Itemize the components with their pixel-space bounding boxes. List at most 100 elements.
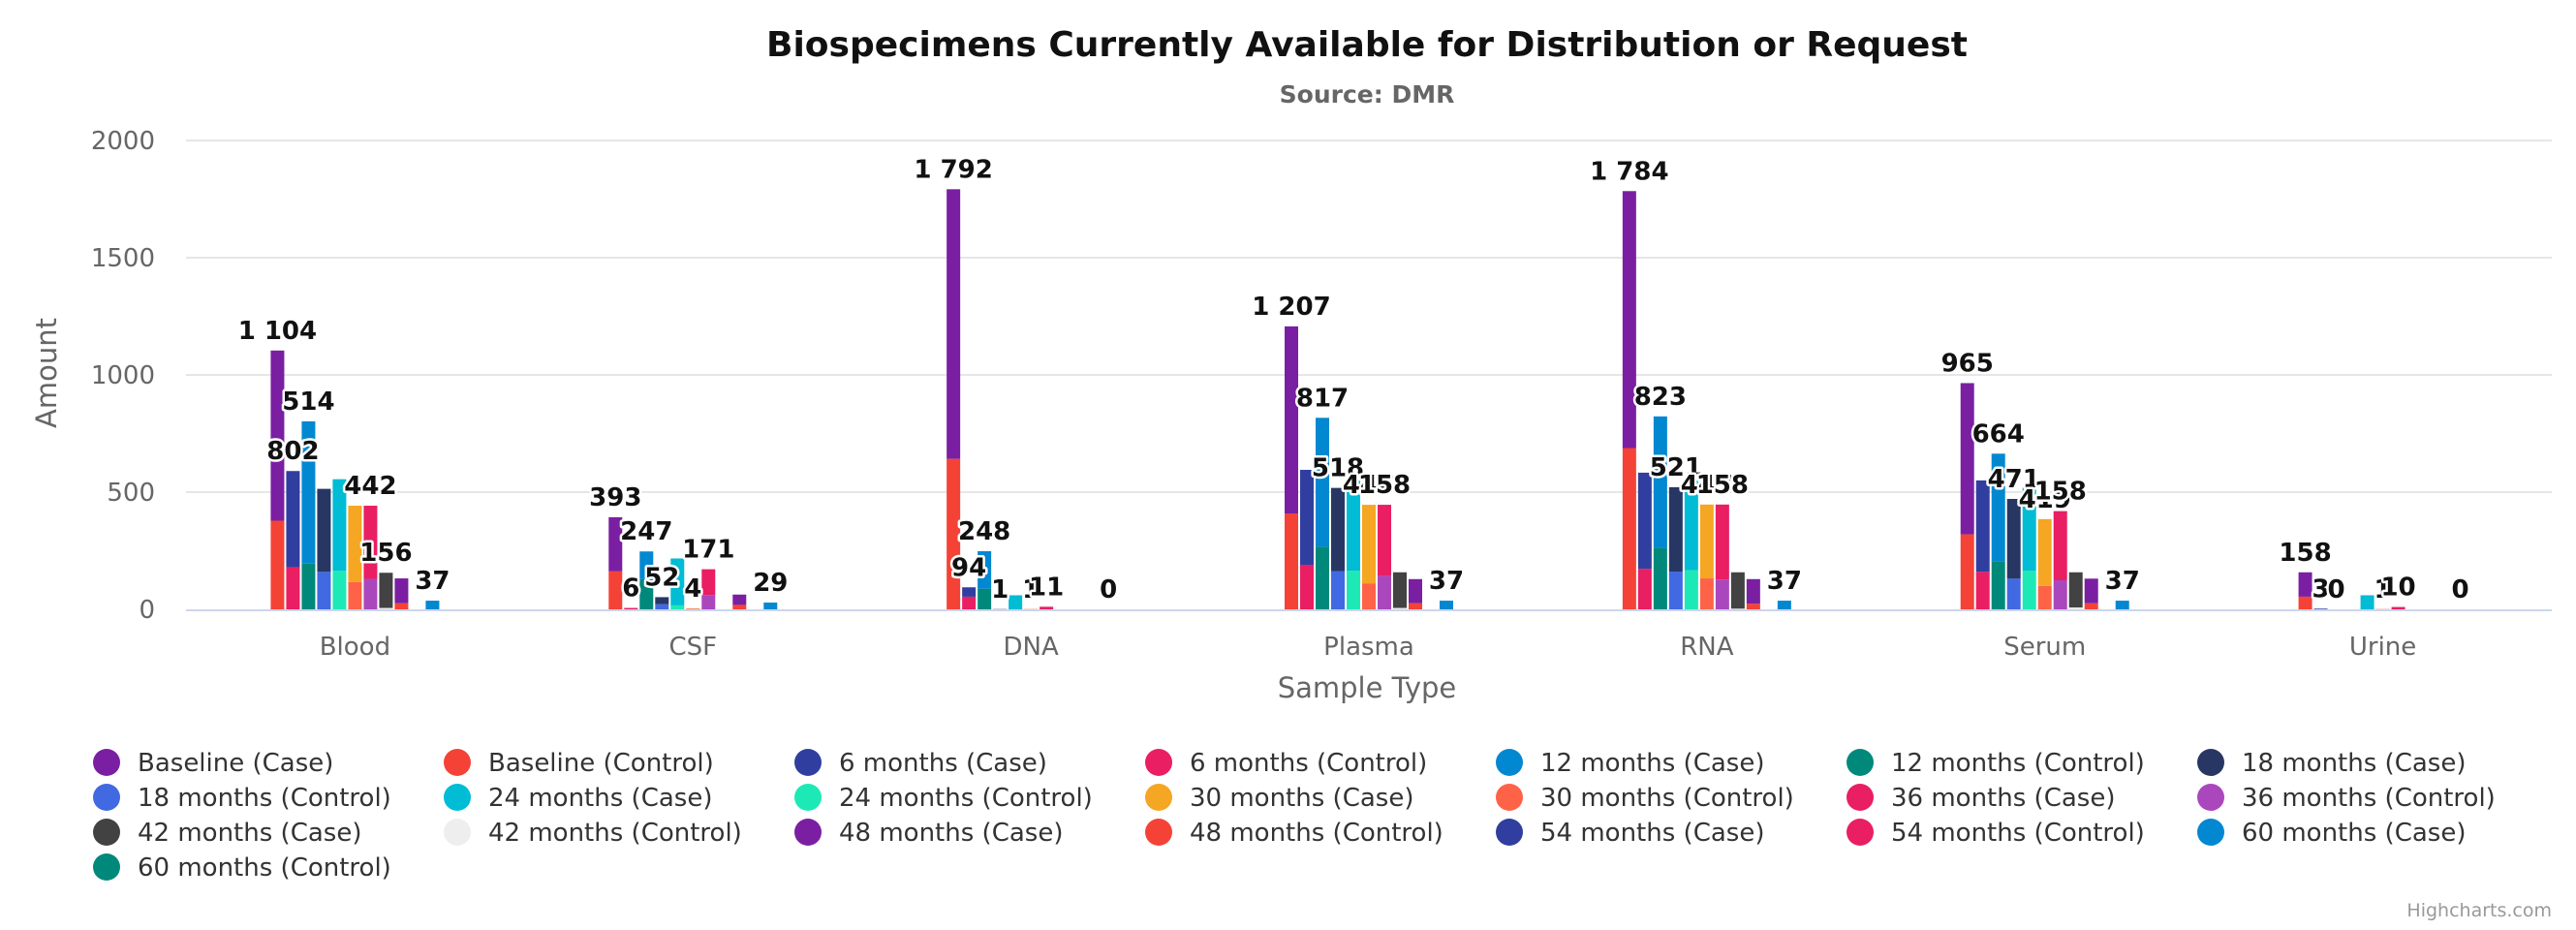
legend-item[interactable]: 54 months (Case)	[1496, 819, 1764, 848]
bar-case[interactable]	[301, 420, 316, 564]
bar-case[interactable]	[639, 551, 654, 579]
bar-control[interactable]	[639, 578, 654, 609]
bar-control[interactable]	[624, 607, 638, 609]
bar-case[interactable]	[1684, 479, 1698, 571]
bar-control[interactable]	[1316, 546, 1329, 609]
bar-case[interactable]	[1331, 487, 1345, 572]
bar-case[interactable]	[363, 506, 378, 579]
bar-control[interactable]	[947, 458, 961, 609]
bar-case[interactable]	[379, 573, 393, 608]
bar-case[interactable]	[1637, 472, 1652, 570]
bar-control[interactable]	[317, 572, 331, 609]
bar-case[interactable]	[1285, 326, 1298, 514]
bar-case[interactable]	[1009, 595, 1023, 609]
bar-case[interactable]	[2360, 595, 2374, 609]
bar-control[interactable]	[1991, 561, 2005, 609]
legend-item[interactable]: 36 months (Case)	[1847, 784, 2115, 813]
bar-control[interactable]	[1285, 513, 1298, 609]
bar-control[interactable]	[1393, 607, 1407, 609]
bar-case[interactable]	[1316, 418, 1329, 547]
bar-control[interactable]	[608, 571, 623, 609]
bar-case[interactable]	[332, 479, 347, 572]
bar-control[interactable]	[1409, 603, 1422, 609]
bar-case[interactable]	[1409, 578, 1422, 604]
bar-control[interactable]	[1668, 572, 1683, 609]
bar-control[interactable]	[1715, 579, 1729, 609]
bar-case[interactable]	[1440, 601, 1453, 609]
bar-case[interactable]	[270, 350, 285, 521]
legend-item[interactable]: 30 months (Case)	[1145, 784, 1413, 813]
bar-case[interactable]	[2006, 499, 2021, 579]
legend-item[interactable]: 48 months (Control)	[1145, 819, 1443, 848]
bar-control[interactable]	[2084, 603, 2098, 609]
bar-case[interactable]	[2053, 511, 2067, 580]
bar-case[interactable]	[1040, 606, 1054, 609]
legend-item[interactable]: 24 months (Control)	[794, 784, 1093, 813]
bar-case[interactable]	[1699, 504, 1714, 579]
bar-case[interactable]	[2391, 606, 2405, 609]
bar-case[interactable]	[425, 601, 440, 609]
bar-control[interactable]	[686, 608, 700, 609]
bar-control[interactable]	[2068, 607, 2083, 609]
bar-control[interactable]	[670, 604, 685, 609]
bar-control[interactable]	[1684, 570, 1698, 609]
bar-case[interactable]	[2084, 578, 2098, 604]
legend-item[interactable]: 42 months (Case)	[93, 819, 361, 848]
bar-case[interactable]	[1668, 486, 1683, 573]
bar-case[interactable]	[286, 471, 300, 568]
legend-item[interactable]: 30 months (Control)	[1496, 784, 1794, 813]
bar-control[interactable]	[2006, 578, 2021, 609]
bar-control[interactable]	[978, 588, 992, 609]
bar-case[interactable]	[394, 578, 409, 604]
bar-control[interactable]	[701, 595, 716, 609]
bar-case[interactable]	[1746, 578, 1760, 604]
bar-control[interactable]	[1637, 569, 1652, 609]
bar-control[interactable]	[270, 520, 285, 609]
bar-case[interactable]	[978, 550, 992, 589]
bar-control[interactable]	[363, 578, 378, 609]
bar-case[interactable]	[2115, 601, 2129, 609]
bar-control[interactable]	[2022, 571, 2036, 609]
bar-control[interactable]	[2053, 579, 2067, 609]
bar-case[interactable]	[1347, 479, 1360, 572]
bar-case[interactable]	[1300, 470, 1314, 566]
bar-control[interactable]	[1378, 575, 1391, 609]
legend-item[interactable]: 48 months (Case)	[794, 819, 1063, 848]
bar-case[interactable]	[1960, 383, 1974, 535]
bar-control[interactable]	[301, 563, 316, 609]
bar-case[interactable]	[732, 594, 747, 605]
bar-case[interactable]	[317, 488, 331, 573]
legend-item[interactable]: Baseline (Control)	[444, 749, 714, 778]
legend-item[interactable]: 18 months (Control)	[93, 784, 391, 813]
bar-control[interactable]	[1653, 547, 1667, 609]
bar-control[interactable]	[1347, 571, 1360, 609]
bar-control[interactable]	[1746, 604, 1760, 609]
legend-item[interactable]: 24 months (Case)	[444, 784, 712, 813]
bar-control[interactable]	[1331, 571, 1345, 609]
bar-case[interactable]	[1393, 572, 1407, 608]
bar-case[interactable]	[1730, 572, 1745, 609]
bar-control[interactable]	[379, 607, 393, 609]
bar-case[interactable]	[2037, 518, 2052, 586]
bar-case[interactable]	[1991, 453, 2005, 562]
legend-item[interactable]: Baseline (Case)	[93, 749, 333, 778]
bar-control[interactable]	[1960, 534, 1974, 609]
bar-case[interactable]	[1653, 416, 1667, 548]
credits-link[interactable]: Highcharts.com	[2406, 900, 2552, 921]
legend-item[interactable]: 12 months (Case)	[1496, 749, 1764, 778]
bar-control[interactable]	[394, 603, 409, 609]
bar-case[interactable]	[1622, 191, 1636, 449]
bar-case[interactable]	[670, 558, 685, 605]
bar-control[interactable]	[1300, 565, 1314, 609]
bar-case[interactable]	[763, 602, 778, 609]
bar-control[interactable]	[1699, 578, 1714, 609]
bar-case[interactable]	[1378, 505, 1391, 576]
bar-control[interactable]	[348, 581, 362, 609]
bar-case[interactable]	[1362, 505, 1376, 584]
legend-item[interactable]: 18 months (Case)	[2197, 749, 2466, 778]
bar-control[interactable]	[732, 604, 747, 609]
bar-case[interactable]	[2022, 487, 2036, 572]
bar-case[interactable]	[962, 587, 977, 597]
legend[interactable]: Baseline (Case) Baseline (Control) 6 month…	[93, 749, 2496, 883]
bar-control[interactable]	[962, 596, 977, 609]
